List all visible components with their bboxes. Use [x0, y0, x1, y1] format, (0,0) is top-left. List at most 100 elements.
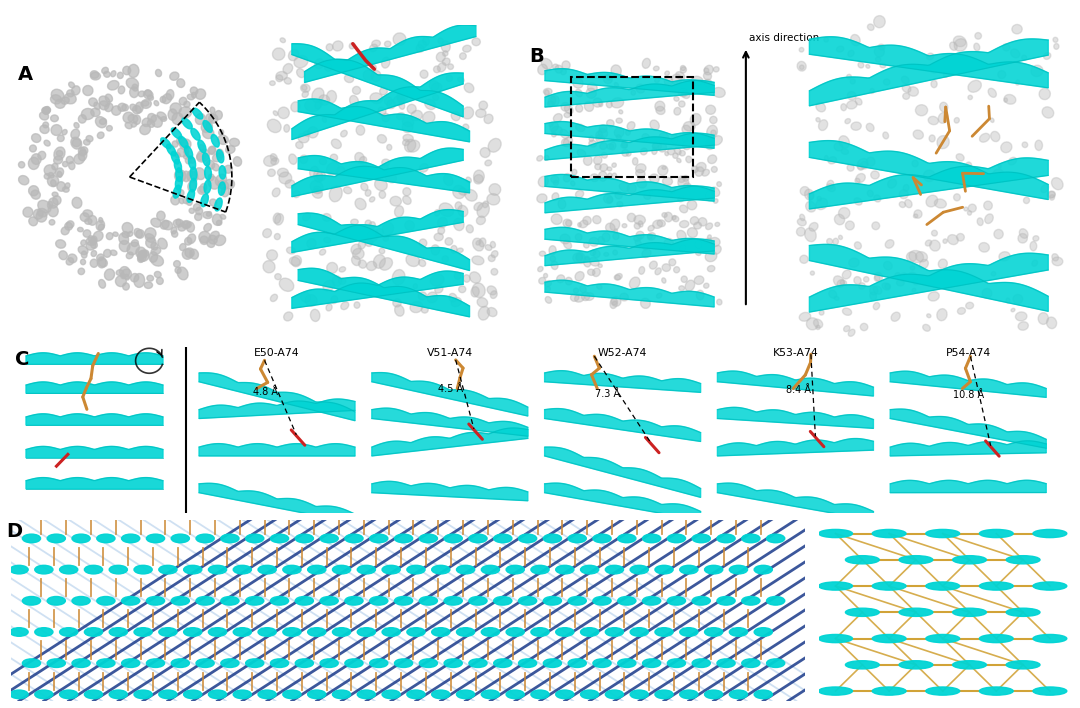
Ellipse shape [233, 628, 252, 636]
Ellipse shape [874, 275, 880, 281]
Ellipse shape [562, 139, 569, 147]
Ellipse shape [591, 174, 598, 181]
Ellipse shape [1018, 321, 1028, 330]
Ellipse shape [218, 182, 226, 195]
Ellipse shape [539, 278, 545, 284]
Ellipse shape [159, 503, 177, 512]
Ellipse shape [599, 143, 607, 149]
Ellipse shape [80, 147, 87, 154]
Ellipse shape [706, 137, 714, 145]
Ellipse shape [49, 173, 54, 178]
Ellipse shape [300, 84, 310, 92]
Ellipse shape [476, 216, 485, 224]
Ellipse shape [211, 107, 215, 114]
Ellipse shape [320, 249, 326, 255]
Ellipse shape [1013, 295, 1023, 304]
Ellipse shape [926, 195, 937, 207]
Ellipse shape [896, 280, 904, 286]
Polygon shape [890, 480, 1047, 493]
Ellipse shape [518, 597, 537, 605]
Ellipse shape [797, 219, 807, 226]
Ellipse shape [131, 273, 138, 282]
Ellipse shape [939, 113, 948, 123]
Ellipse shape [593, 251, 600, 258]
Ellipse shape [855, 178, 860, 183]
Ellipse shape [824, 38, 828, 42]
Ellipse shape [134, 628, 152, 636]
Ellipse shape [636, 164, 646, 173]
Ellipse shape [683, 140, 691, 149]
Ellipse shape [994, 229, 1003, 239]
Ellipse shape [349, 42, 355, 49]
Ellipse shape [197, 534, 214, 543]
Ellipse shape [122, 222, 133, 234]
Ellipse shape [854, 198, 862, 205]
Ellipse shape [332, 139, 341, 149]
Ellipse shape [754, 503, 772, 512]
Ellipse shape [551, 214, 562, 224]
Ellipse shape [472, 38, 481, 46]
Ellipse shape [482, 628, 499, 636]
Ellipse shape [151, 115, 162, 127]
Ellipse shape [380, 87, 388, 95]
Ellipse shape [298, 134, 309, 143]
Ellipse shape [991, 271, 996, 276]
Ellipse shape [98, 280, 106, 288]
Ellipse shape [206, 122, 213, 130]
Ellipse shape [78, 227, 83, 232]
Ellipse shape [213, 153, 222, 162]
Ellipse shape [72, 139, 81, 147]
Ellipse shape [957, 234, 964, 241]
Ellipse shape [545, 280, 552, 287]
Ellipse shape [72, 659, 91, 668]
Polygon shape [809, 141, 1049, 200]
Ellipse shape [431, 83, 442, 92]
Ellipse shape [418, 40, 427, 49]
Ellipse shape [403, 196, 411, 205]
Ellipse shape [319, 95, 329, 105]
Ellipse shape [23, 534, 41, 543]
Ellipse shape [650, 120, 659, 130]
Ellipse shape [797, 62, 806, 71]
Ellipse shape [580, 285, 586, 293]
Ellipse shape [49, 198, 58, 208]
Ellipse shape [742, 534, 760, 543]
Ellipse shape [754, 565, 772, 574]
Ellipse shape [258, 690, 276, 699]
Ellipse shape [145, 90, 151, 96]
Ellipse shape [119, 241, 130, 251]
Ellipse shape [622, 149, 629, 156]
Ellipse shape [407, 140, 420, 152]
Ellipse shape [1032, 236, 1039, 241]
Ellipse shape [65, 183, 70, 188]
Text: V51-A74: V51-A74 [427, 348, 473, 358]
Ellipse shape [696, 167, 704, 176]
Ellipse shape [382, 503, 401, 512]
Ellipse shape [926, 582, 960, 590]
Ellipse shape [148, 120, 154, 127]
Ellipse shape [73, 122, 79, 128]
Text: B: B [529, 47, 544, 66]
Ellipse shape [507, 628, 524, 636]
Ellipse shape [131, 240, 138, 246]
Ellipse shape [149, 252, 158, 262]
Ellipse shape [667, 659, 686, 668]
Ellipse shape [643, 245, 648, 250]
Ellipse shape [432, 628, 450, 636]
Ellipse shape [665, 71, 670, 76]
Ellipse shape [654, 565, 673, 574]
Ellipse shape [416, 45, 423, 52]
Ellipse shape [589, 136, 594, 142]
Polygon shape [292, 148, 463, 197]
Ellipse shape [679, 565, 698, 574]
Ellipse shape [555, 65, 563, 73]
Ellipse shape [562, 61, 570, 69]
Text: C: C [15, 350, 29, 370]
Ellipse shape [63, 161, 68, 167]
Ellipse shape [172, 113, 184, 125]
Ellipse shape [484, 114, 494, 124]
Ellipse shape [590, 237, 598, 246]
Ellipse shape [147, 597, 164, 605]
Ellipse shape [1015, 312, 1027, 321]
Ellipse shape [815, 118, 820, 122]
